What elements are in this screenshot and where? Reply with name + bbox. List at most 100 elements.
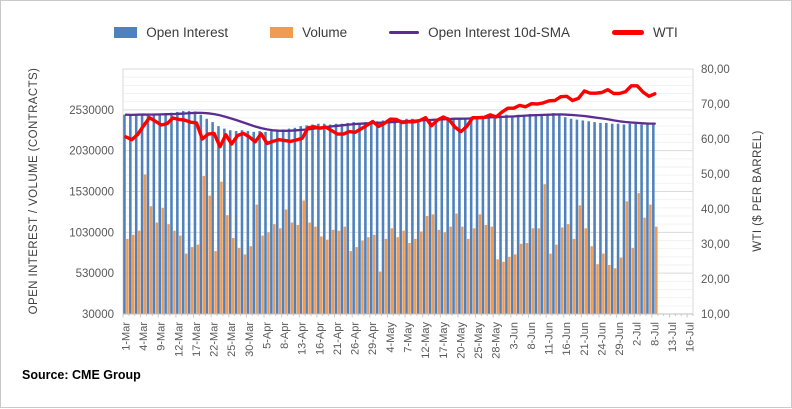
volume-bar xyxy=(243,254,247,314)
legend-label: Volume xyxy=(302,25,348,40)
volume-bar xyxy=(431,214,435,314)
left-tick-label: 1030000 xyxy=(69,227,114,239)
volume-bar xyxy=(513,254,517,314)
open-interest-bar xyxy=(393,120,397,314)
x-tick-label: 1-Mar xyxy=(120,322,132,351)
open-interest-bar xyxy=(129,115,132,315)
volume-bar xyxy=(449,226,452,314)
volume-bar xyxy=(384,238,388,314)
volume-bar xyxy=(613,268,617,314)
open-interest-swatch-icon xyxy=(114,27,138,38)
volume-bar xyxy=(278,228,282,314)
volume-bar xyxy=(255,204,258,314)
open-interest-bar xyxy=(452,118,455,314)
wti-line xyxy=(124,84,657,149)
open-interest-bar xyxy=(299,126,303,315)
right-tick-label: 70,00 xyxy=(701,99,730,111)
volume-bar xyxy=(461,226,464,314)
open-interest-bar xyxy=(652,122,655,315)
legend-label: WTI xyxy=(652,25,678,40)
legend-label: Open Interest xyxy=(146,25,229,40)
volume-bar xyxy=(490,226,494,314)
x-tick-label: 2-Jul xyxy=(632,322,644,346)
open-interest-bar xyxy=(511,115,514,314)
x-tick-label: 29-Jun xyxy=(614,322,626,356)
volume-bar xyxy=(196,244,200,314)
volume-bar xyxy=(202,175,206,314)
volume-bar xyxy=(337,230,341,314)
x-tick-label: 17-May xyxy=(438,322,450,359)
open-interest-bar xyxy=(234,131,238,314)
volume-bar xyxy=(231,238,235,314)
volume-bar xyxy=(308,222,311,314)
open-interest-bar xyxy=(223,128,226,314)
open-interest-bar xyxy=(252,131,256,314)
open-interest-bar xyxy=(599,122,602,315)
x-tick-label: 24-Jun xyxy=(596,322,608,356)
open-interest-bar xyxy=(593,122,596,314)
volume-bar xyxy=(149,206,153,314)
x-tick-label: 29-Apr xyxy=(367,322,379,355)
open-interest-bar xyxy=(569,118,573,314)
open-interest-bar xyxy=(516,114,520,314)
open-interest-bar xyxy=(334,123,338,314)
volume-bar xyxy=(414,238,417,314)
volume-swatch-icon xyxy=(270,27,294,38)
volume-bar xyxy=(502,261,505,314)
open-interest-bar xyxy=(228,130,232,314)
open-interest-bar xyxy=(505,114,508,314)
volume-bar xyxy=(607,265,611,314)
x-tick-label: 16-Jul xyxy=(685,322,697,352)
open-interest-bar xyxy=(399,119,402,314)
x-tick-label: 12-May xyxy=(420,322,432,359)
open-interest-bar xyxy=(369,121,373,315)
open-interest-bar xyxy=(240,130,244,314)
open-interest-bar xyxy=(258,131,261,314)
volume-bar xyxy=(578,205,582,314)
x-tick-label: 21-Apr xyxy=(332,322,344,355)
volume-bar xyxy=(143,174,147,314)
open-interest-bar xyxy=(558,114,561,314)
open-interest-bar xyxy=(616,123,620,314)
open-interest-bar xyxy=(217,126,220,315)
volume-bar xyxy=(443,232,447,314)
open-interest-bar xyxy=(381,120,385,314)
volume-bar xyxy=(519,243,523,314)
left-tick-label: 530000 xyxy=(76,268,114,280)
open-interest-bar xyxy=(352,122,355,314)
x-tick-label: 8-Jul xyxy=(649,322,661,346)
volume-bar xyxy=(161,207,164,314)
open-interest-bar xyxy=(328,124,332,315)
open-interest-bar xyxy=(140,113,144,315)
open-interest-bar xyxy=(563,117,567,314)
volume-bar xyxy=(355,247,358,314)
open-interest-bar xyxy=(487,115,491,314)
legend-item-sma: Open Interest 10d-SMA xyxy=(389,25,570,40)
sma-line-swatch-icon xyxy=(389,31,420,34)
legend-label: Open Interest 10d-SMA xyxy=(428,25,570,40)
volume-bar xyxy=(284,209,288,314)
volume-bar xyxy=(543,184,546,314)
volume-bar xyxy=(237,247,241,314)
open-interest-bar xyxy=(305,125,308,314)
volume-bar xyxy=(437,229,441,314)
legend-item-volume: Volume xyxy=(270,25,347,40)
x-tick-label: 26-Apr xyxy=(350,322,362,355)
x-tick-label: 13-Apr xyxy=(297,322,309,355)
volume-bar xyxy=(455,213,458,314)
open-interest-bar xyxy=(499,115,502,314)
x-tick-label: 7-May xyxy=(403,322,415,353)
x-tick-label: 21-Jun xyxy=(579,322,591,356)
open-interest-bar xyxy=(411,118,414,314)
x-tick-label: 11-Jun xyxy=(544,322,556,355)
x-tick-label: 30-Mar xyxy=(244,322,256,357)
x-tick-label: 28-May xyxy=(491,322,503,359)
open-interest-bar xyxy=(422,118,426,314)
x-tick-label: 16-Apr xyxy=(314,322,326,355)
x-tick-label: 9-Mar xyxy=(156,322,168,351)
volume-bar xyxy=(367,237,370,314)
open-interest-bar xyxy=(634,123,637,314)
volume-bar xyxy=(372,234,376,314)
open-interest-bar xyxy=(275,130,279,314)
open-interest-bar xyxy=(146,114,150,314)
